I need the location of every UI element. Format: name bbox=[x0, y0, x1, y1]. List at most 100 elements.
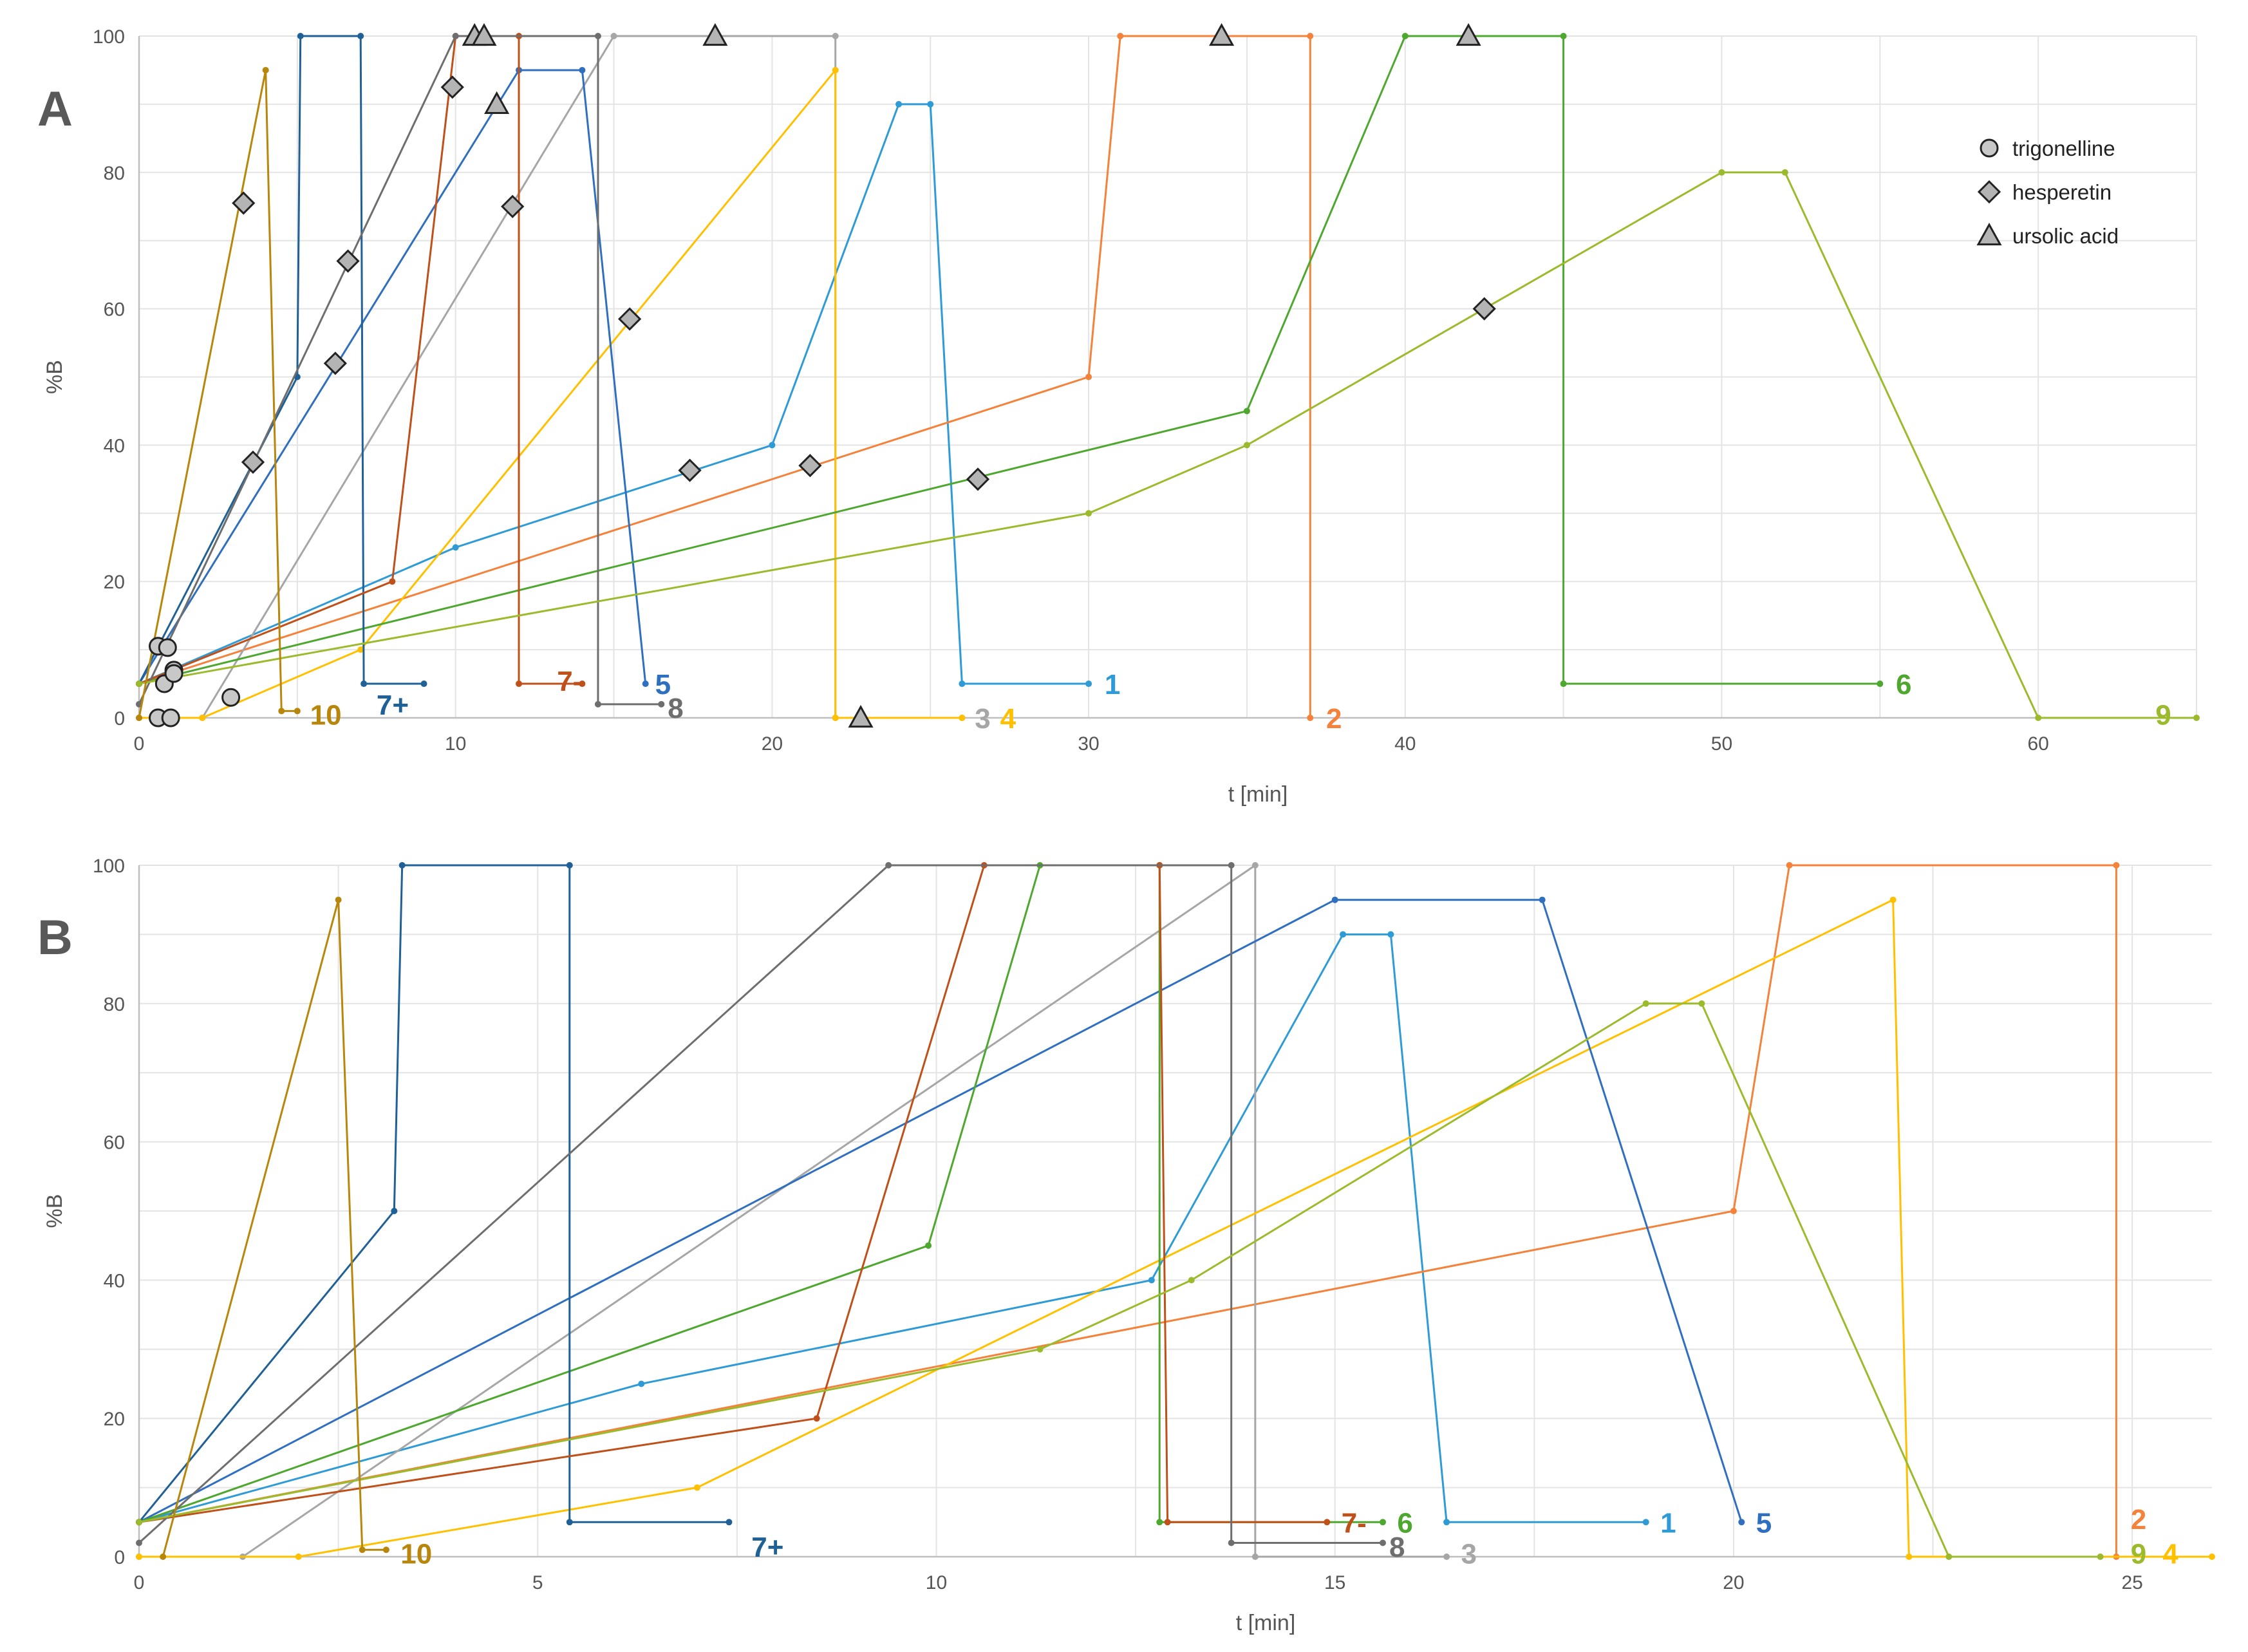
data-point bbox=[1324, 1519, 1331, 1526]
data-point bbox=[294, 708, 301, 715]
data-point bbox=[1307, 715, 1314, 721]
data-point bbox=[136, 1519, 142, 1526]
x-tick-label: 30 bbox=[1078, 733, 1099, 755]
data-point bbox=[1539, 896, 1546, 903]
series-label: 3 bbox=[1461, 1539, 1476, 1570]
series-label: 8 bbox=[1389, 1532, 1405, 1563]
data-point bbox=[391, 1208, 398, 1214]
data-point bbox=[452, 544, 459, 551]
data-point bbox=[136, 1553, 142, 1560]
data-point bbox=[1560, 681, 1567, 688]
y-tick-label: 80 bbox=[104, 163, 125, 184]
series-label: 10 bbox=[310, 700, 342, 731]
data-point bbox=[389, 578, 396, 585]
panel-label: A bbox=[37, 82, 73, 136]
trigonelline-marker bbox=[164, 664, 183, 683]
series-line bbox=[138, 35, 424, 685]
data-point bbox=[1698, 1000, 1705, 1007]
data-point bbox=[2097, 1553, 2104, 1560]
x-tick-label: 60 bbox=[2027, 733, 2048, 755]
series-6: 6 bbox=[136, 33, 1912, 700]
legend: trigonelline hesperetin ursolic acid bbox=[1976, 136, 2119, 248]
series-line bbox=[139, 69, 962, 719]
series-label: 5 bbox=[1756, 1507, 1772, 1539]
series-label: 5 bbox=[655, 669, 671, 700]
x-tick-label: 50 bbox=[1711, 733, 1732, 755]
ursolic-acid-marker bbox=[471, 23, 497, 46]
series-label: 10 bbox=[400, 1539, 432, 1570]
data-point bbox=[1380, 1539, 1386, 1546]
hesperetin-marker bbox=[501, 194, 525, 218]
series-7+: 7+ bbox=[136, 33, 427, 721]
data-point bbox=[693, 1484, 700, 1491]
data-point bbox=[295, 1553, 302, 1560]
data-point bbox=[1251, 1553, 1259, 1560]
data-point bbox=[1443, 1553, 1450, 1560]
series-line bbox=[138, 69, 297, 718]
data-point bbox=[1156, 1519, 1163, 1526]
y-tick-label: 60 bbox=[104, 1132, 125, 1154]
series-label: 7- bbox=[557, 666, 582, 697]
data-point bbox=[516, 681, 523, 688]
series-3: 3 bbox=[136, 862, 1477, 1570]
legend-entry-label: trigonelline bbox=[2012, 136, 2115, 160]
compound-markers bbox=[149, 23, 1496, 728]
series-line bbox=[138, 899, 1743, 1523]
data-point bbox=[1781, 169, 1788, 176]
series-label: 1 bbox=[1660, 1507, 1676, 1539]
y-tick-label: 100 bbox=[93, 856, 125, 877]
data-point bbox=[925, 1242, 932, 1249]
series-line bbox=[138, 933, 1646, 1523]
series-4: 4 bbox=[136, 896, 2215, 1570]
data-point bbox=[398, 862, 406, 868]
x-tick-label: 10 bbox=[926, 1572, 947, 1593]
data-point bbox=[726, 1519, 733, 1526]
data-point bbox=[594, 700, 601, 708]
x-tick-label: 40 bbox=[1394, 733, 1416, 755]
data-point bbox=[1188, 1277, 1195, 1284]
trigonelline-marker bbox=[158, 638, 177, 657]
series-10: 10 bbox=[160, 896, 432, 1570]
series-label: 7+ bbox=[377, 690, 409, 721]
data-point bbox=[885, 862, 892, 868]
data-point bbox=[1906, 1553, 1913, 1560]
x-axis-label: t [min] bbox=[1228, 782, 1288, 807]
series-label: 6 bbox=[1896, 669, 1911, 700]
series-label: 7+ bbox=[751, 1532, 783, 1563]
legend-hesperetin-marker bbox=[1977, 180, 2001, 204]
series-label: 8 bbox=[668, 693, 683, 724]
hesperetin-marker bbox=[440, 75, 464, 99]
data-point bbox=[1331, 896, 1338, 903]
data-point bbox=[1877, 681, 1884, 688]
data-point bbox=[2209, 1553, 2215, 1560]
x-tick-label: 10 bbox=[445, 733, 466, 755]
data-point bbox=[1718, 169, 1725, 176]
y-tick-label: 0 bbox=[114, 1547, 125, 1568]
data-point bbox=[1642, 1519, 1649, 1526]
data-point bbox=[1164, 1519, 1171, 1526]
data-point bbox=[579, 66, 586, 73]
x-tick-label: 0 bbox=[134, 1572, 145, 1593]
data-point bbox=[1642, 1000, 1649, 1007]
data-point bbox=[1085, 373, 1092, 380]
series-label: 1 bbox=[1105, 669, 1120, 700]
x-tick-label: 5 bbox=[532, 1572, 543, 1593]
series-10: 10 bbox=[136, 66, 342, 731]
data-point bbox=[1251, 862, 1259, 868]
ursolic-acid-marker bbox=[848, 704, 874, 728]
y-tick-label: 80 bbox=[104, 994, 125, 1015]
data-point bbox=[2113, 862, 2120, 868]
data-point bbox=[136, 681, 142, 688]
data-point bbox=[361, 681, 368, 688]
data-point bbox=[262, 66, 269, 73]
series-6: 6 bbox=[136, 862, 1413, 1539]
data-point bbox=[1085, 510, 1092, 517]
x-axis-label: t [min] bbox=[1236, 1611, 1296, 1635]
ursolic-acid-marker bbox=[702, 23, 728, 46]
data-point bbox=[1387, 931, 1394, 938]
series-9: 9 bbox=[136, 1000, 2146, 1570]
series-line bbox=[138, 35, 1880, 685]
data-point bbox=[335, 896, 342, 903]
data-point bbox=[278, 708, 285, 715]
data-point bbox=[959, 715, 966, 721]
